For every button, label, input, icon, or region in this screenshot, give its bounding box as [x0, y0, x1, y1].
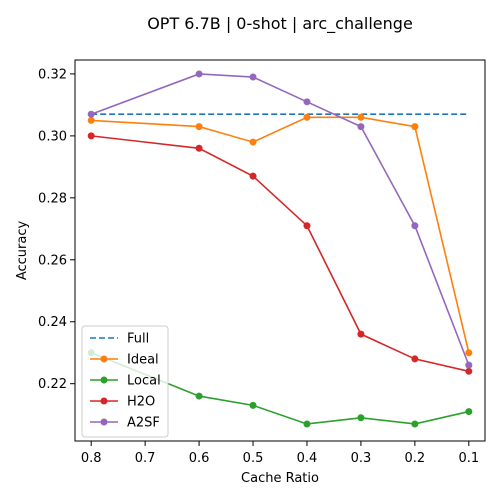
data-point-ideal	[465, 349, 473, 357]
data-point-ideal	[87, 116, 95, 124]
y-tick-label: 0.28	[38, 191, 67, 206]
legend-label-full: Full	[127, 332, 149, 347]
data-point-a2sf	[195, 70, 203, 78]
legend-marker-local	[100, 376, 108, 384]
data-point-ideal	[357, 113, 365, 121]
legend-marker-h2o	[100, 397, 108, 405]
y-axis-label: Accuracy	[15, 221, 30, 281]
y-tick-label: 0.24	[38, 315, 67, 330]
y-axis: 0.22 0.24 0.26 0.28 0.30 0.32	[38, 67, 75, 392]
plot-frame	[74, 59, 486, 442]
data-point-h2o	[357, 330, 365, 338]
data-point-local	[411, 420, 419, 428]
legend-label-local: Local	[127, 374, 161, 389]
x-tick-label: 0.2	[405, 451, 426, 466]
data-point-local	[357, 414, 365, 422]
x-tick-label: 0.3	[351, 451, 372, 466]
data-point-h2o	[303, 222, 311, 230]
data-point-local	[465, 408, 473, 416]
data-point-a2sf	[465, 361, 473, 369]
x-axis: 0.8 0.7 0.6 0.5 0.4 0.3 0.2 0.1	[81, 441, 479, 466]
plot-area	[87, 70, 473, 428]
data-point-a2sf	[303, 98, 311, 106]
x-axis-label: Cache Ratio	[241, 471, 319, 486]
legend-marker-a2sf	[100, 418, 108, 426]
data-point-h2o	[249, 172, 257, 180]
x-tick-label: 0.1	[458, 451, 479, 466]
data-point-local	[195, 392, 203, 400]
data-point-h2o	[411, 355, 419, 363]
x-tick-label: 0.6	[189, 451, 210, 466]
data-point-a2sf	[87, 110, 95, 118]
data-point-h2o	[465, 367, 473, 375]
data-point-ideal	[195, 123, 203, 131]
data-point-ideal	[249, 138, 257, 146]
legend-label-a2sf: A2SF	[127, 416, 160, 431]
y-tick-label: 0.32	[38, 67, 67, 82]
data-point-a2sf	[411, 222, 419, 230]
x-tick-label: 0.5	[243, 451, 264, 466]
legend: Full Ideal Local H2O A2SF	[81, 325, 169, 438]
x-tick-label: 0.4	[297, 451, 318, 466]
chart-title: OPT 6.7B | 0-shot | arc_challenge	[147, 14, 413, 34]
data-point-local	[303, 420, 311, 428]
y-tick-label: 0.22	[38, 377, 67, 392]
data-point-ideal	[303, 113, 311, 121]
legend-frame	[81, 325, 169, 438]
y-tick-label: 0.26	[38, 253, 67, 268]
legend-label-ideal: Ideal	[127, 353, 159, 368]
x-tick-label: 0.8	[81, 451, 102, 466]
data-point-h2o	[195, 144, 203, 152]
legend-label-h2o: H2O	[127, 395, 155, 410]
data-point-ideal	[411, 123, 419, 131]
data-point-a2sf	[249, 73, 257, 81]
data-point-local	[249, 401, 257, 409]
data-point-a2sf	[357, 123, 365, 131]
data-point-h2o	[87, 132, 95, 140]
y-tick-label: 0.30	[38, 129, 67, 144]
legend-marker-ideal	[100, 355, 108, 363]
x-tick-label: 0.7	[135, 451, 156, 466]
